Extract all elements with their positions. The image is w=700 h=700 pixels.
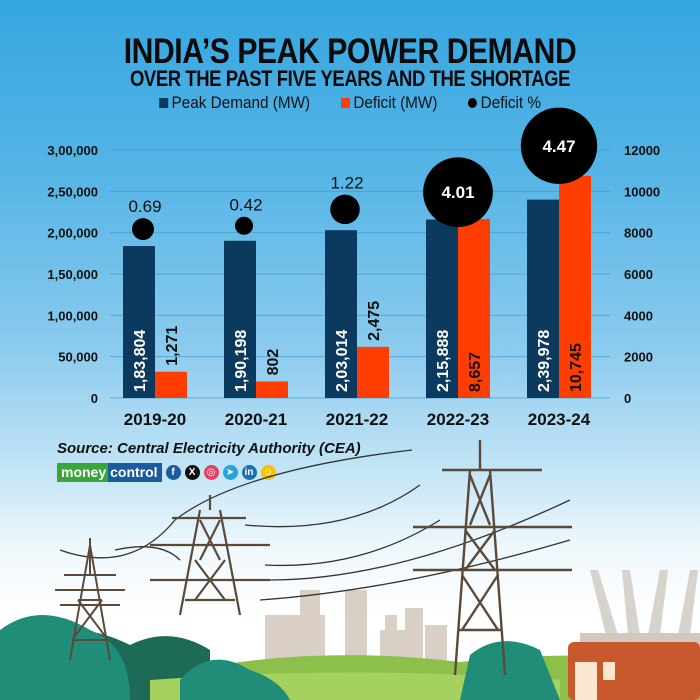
deficit-percent-label: 0.69 <box>128 197 161 216</box>
bar-deficit <box>458 219 490 398</box>
bar-label-deficit: 1,271 <box>164 326 181 366</box>
category-label: 2019-20 <box>124 410 186 429</box>
left-tick-label: 3,00,000 <box>47 143 98 158</box>
bush <box>0 615 130 700</box>
chart-area: 0 50,000 1,00,000 1,50,000 2,00,000 2,50,000 3… <box>47 107 660 429</box>
transmission-tower-medium <box>150 495 270 616</box>
power-wires <box>59 449 571 601</box>
legend-dot-deficit-percent <box>468 98 478 108</box>
right-tick-label: 4000 <box>624 308 653 323</box>
bar-deficit <box>559 175 591 398</box>
bar-deficit <box>357 346 389 398</box>
legend-item-deficit-percent: Deficit % <box>468 93 541 113</box>
legend-label: Deficit (MW) <box>353 93 438 112</box>
legend-item-deficit: Deficit (MW) <box>340 93 438 113</box>
right-tick-label: 0 <box>624 391 631 406</box>
facebook-icon[interactable]: f <box>165 465 181 480</box>
left-tick-label: 0 <box>91 391 98 406</box>
left-tick-label: 2,50,000 <box>47 184 98 199</box>
legend-swatch-deficit <box>340 98 350 108</box>
deficit-percent-bubble <box>520 107 598 184</box>
legend-swatch-peak-demand <box>158 98 168 108</box>
bush <box>460 641 560 700</box>
legend-item-peak-demand: Peak Demand (MW) <box>158 93 311 113</box>
legend-label: Peak Demand (MW) <box>171 93 311 112</box>
bar-peak-demand <box>123 246 155 398</box>
bar-peak-demand <box>426 219 458 398</box>
category-label: 2022-23 <box>427 410 489 429</box>
deficit-percent-bubble <box>132 218 154 241</box>
right-tick-label: 2000 <box>624 350 653 365</box>
bar-label-deficit: 2,475 <box>366 301 383 341</box>
bar-label-peak-demand: 1,90,198 <box>233 330 250 392</box>
category-label: 2021-22 <box>326 410 388 429</box>
bar-label-peak-demand: 2,15,888 <box>435 330 452 392</box>
x-icon[interactable]: X <box>184 465 200 480</box>
right-tick-label: 12000 <box>624 143 660 158</box>
bar-deficit <box>155 371 187 398</box>
telegram-icon[interactable]: ➤ <box>222 465 238 480</box>
chart-subtitle: OVER THE PAST FIVE YEARS AND THE SHORTAG… <box>129 66 571 91</box>
right-tick-label: 10000 <box>624 184 660 199</box>
left-tick-label: 50,000 <box>58 350 98 365</box>
legend: Peak Demand (MW) Deficit (MW) Deficit % <box>35 93 665 113</box>
bush <box>180 659 290 700</box>
deficit-percent-bubble <box>330 194 360 225</box>
category-label: 2023-24 <box>528 410 591 429</box>
right-tick-label: 8000 <box>624 226 653 241</box>
left-tick-label: 2,00,000 <box>47 226 98 241</box>
bar-label-deficit: 10,745 <box>568 343 585 392</box>
bar-label-deficit: 802 <box>265 349 282 376</box>
left-tick-label: 1,50,000 <box>47 267 98 282</box>
left-tick-label: 1,00,000 <box>47 308 98 323</box>
bar-peak-demand <box>224 240 256 398</box>
deficit-percent-label: 4.47 <box>542 137 575 156</box>
right-tick-label: 6000 <box>624 267 653 282</box>
power-plant <box>568 570 700 700</box>
bar-label-peak-demand: 1,83,804 <box>132 330 149 392</box>
power-lines-illustration <box>0 440 700 700</box>
bar-peak-demand <box>325 230 357 398</box>
bar-label-peak-demand: 2,39,978 <box>536 330 553 392</box>
legend-label: Deficit % <box>480 93 542 112</box>
deficit-percent-bubble <box>234 216 254 235</box>
deficit-percent-label: 4.01 <box>441 183 474 202</box>
bar-label-peak-demand: 2,03,014 <box>334 330 351 392</box>
transmission-tower-small <box>55 538 125 661</box>
deficit-percent-bubble <box>423 157 493 228</box>
bar-peak-demand <box>527 199 559 398</box>
brand-bar: money control f X ◎ ➤ in ☺ <box>57 463 276 482</box>
bar-deficit <box>256 381 288 398</box>
bar-label-deficit: 8,657 <box>467 352 484 392</box>
transmission-tower-large <box>413 440 572 676</box>
category-label: 2020-21 <box>225 410 287 429</box>
chart-title: INDIA’S PEAK POWER DEMAND <box>123 32 577 71</box>
linkedin-icon[interactable]: in <box>241 465 257 480</box>
moneycontrol-logo[interactable]: money control <box>57 463 162 482</box>
deficit-percent-label: 0.42 <box>229 196 262 215</box>
deficit-percent-label: 1.22 <box>330 174 363 193</box>
source-note: Source: Central Electricity Authority (C… <box>57 440 361 457</box>
instagram-icon[interactable]: ◎ <box>203 465 219 480</box>
city-skyline <box>265 590 447 665</box>
